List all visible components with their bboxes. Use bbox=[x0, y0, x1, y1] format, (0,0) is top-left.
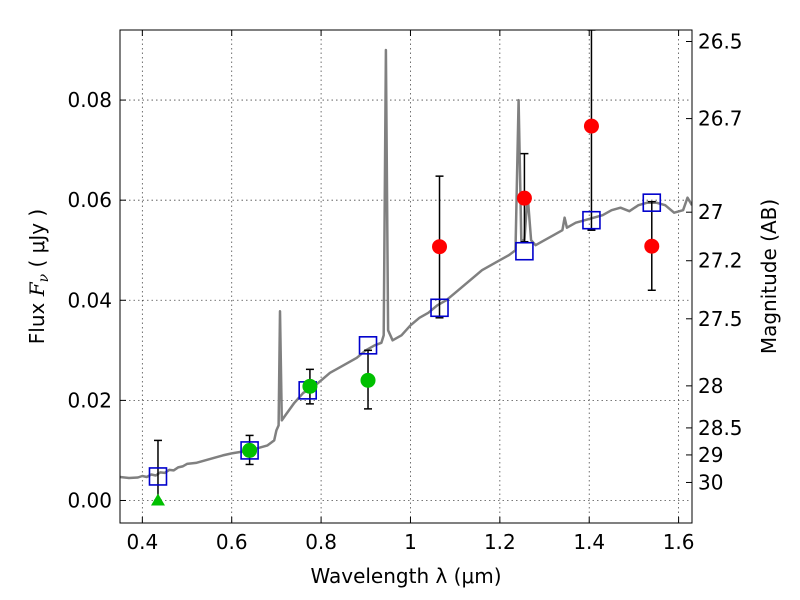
axis-ticks: 0.4 0.6 0.8 1 1.2 1.4 1.6 0.00 0.02 0.04 0.06 0.08 2… bbox=[67, 30, 742, 554]
y-tick-label: 0.00 bbox=[67, 488, 112, 512]
magnitude-tick-label: 26.5 bbox=[698, 30, 743, 54]
y-tick-label: 0.04 bbox=[67, 288, 112, 312]
observed-photometry-point bbox=[583, 118, 599, 134]
y-axis-label-suffix: ( μJy ) bbox=[25, 209, 49, 274]
x-tick-label: 1.4 bbox=[573, 530, 605, 554]
x-tick-label: 0.4 bbox=[126, 530, 158, 554]
magnitude-tick-label: 27.2 bbox=[698, 249, 743, 273]
model-photometry-point bbox=[515, 241, 534, 261]
y-axis-label-subscript: ν bbox=[36, 273, 52, 282]
y-tick-label: 0.02 bbox=[67, 388, 112, 412]
data-markers bbox=[148, 118, 662, 506]
magnitude-axis-label: Magnitude (AB) bbox=[757, 199, 781, 354]
observed-photometry-point bbox=[302, 378, 318, 394]
x-tick-label: 1.2 bbox=[484, 530, 516, 554]
magnitude-tick-label: 30 bbox=[698, 470, 723, 494]
observed-photometry-point bbox=[432, 239, 448, 255]
y-axis-label-prefix: Flux bbox=[25, 296, 49, 344]
model-photometry-point bbox=[240, 441, 259, 460]
y-axis-label: Flux Fν ( μJy ) bbox=[25, 209, 52, 344]
y-axis-label-symbol: F bbox=[25, 281, 49, 297]
magnitude-tick-label: 26.7 bbox=[698, 107, 743, 131]
grid bbox=[120, 30, 692, 523]
observed-photometry-point bbox=[242, 442, 258, 458]
magnitude-tick-label: 29 bbox=[698, 443, 723, 467]
x-axis-label: Wavelength λ (μm) bbox=[310, 564, 501, 588]
x-tick-label: 0.8 bbox=[305, 530, 337, 554]
model-photometry-point bbox=[430, 298, 449, 318]
plot-frame bbox=[119, 29, 693, 524]
y-tick-label: 0.06 bbox=[67, 188, 112, 212]
magnitude-tick-label: 28 bbox=[698, 374, 723, 398]
observed-photometry-point bbox=[644, 238, 660, 254]
x-tick-label: 0.6 bbox=[216, 530, 248, 554]
model-photometry-point bbox=[642, 193, 662, 212]
model-photometry-point bbox=[148, 467, 168, 486]
error-bars bbox=[153, 30, 656, 502]
upper-limit-point bbox=[150, 493, 165, 506]
observed-photometry-point bbox=[516, 190, 532, 206]
model-photometry-point bbox=[358, 336, 378, 355]
x-tick-label: 1 bbox=[404, 530, 417, 554]
model-spectrum-line bbox=[120, 48, 692, 480]
magnitude-tick-label: 27.5 bbox=[698, 307, 743, 331]
model-spectrum bbox=[120, 48, 692, 480]
magnitude-tick-label: 27 bbox=[698, 200, 723, 224]
y-tick-label: 0.08 bbox=[67, 88, 112, 112]
x-tick-label: 1.6 bbox=[663, 530, 695, 554]
observed-photometry-point bbox=[360, 372, 376, 388]
magnitude-tick-label: 28.5 bbox=[698, 416, 743, 440]
model-photometry-point bbox=[582, 210, 601, 230]
